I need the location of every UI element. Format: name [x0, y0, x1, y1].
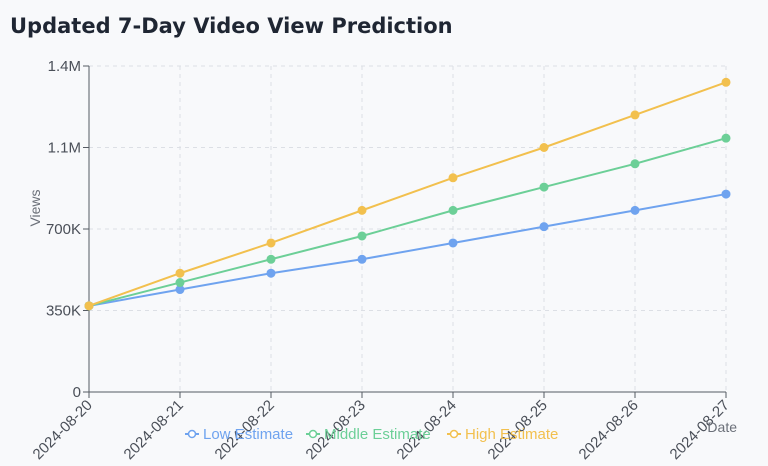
- tick-labels: 0 350K 700K 1.1M 1.4M 2024-08-20 2024-08-21 202…: [27, 58, 737, 463]
- series-line: [88, 137, 727, 307]
- legend-label: Middle Estimate: [324, 426, 431, 443]
- y-tick-label: 700K: [46, 221, 81, 238]
- chart-title: Updated 7-Day Video View Prediction: [10, 14, 453, 38]
- data-point[interactable]: [84, 301, 94, 311]
- x-tick-label: 2024-08-20: [30, 397, 96, 463]
- y-tick-label: 350K: [46, 303, 81, 320]
- data-point[interactable]: [539, 143, 549, 152]
- data-point[interactable]: [175, 285, 185, 295]
- legend-item[interactable]: High Estimate: [447, 426, 558, 443]
- legend-label: High Estimate: [465, 426, 558, 443]
- data-point[interactable]: [357, 254, 367, 264]
- legend-item[interactable]: Low Estimate: [185, 426, 293, 443]
- series-line: [88, 193, 727, 307]
- data-point[interactable]: [266, 254, 276, 264]
- legend-swatch-marker: [308, 429, 318, 439]
- y-tick-label: 1.4M: [48, 58, 81, 75]
- data-point[interactable]: [630, 159, 640, 169]
- y-tick-label: 0: [73, 384, 81, 401]
- data-point[interactable]: [630, 110, 640, 120]
- x-tick-label: 2024-08-21: [121, 397, 187, 463]
- data-point[interactable]: [266, 268, 276, 278]
- data-point[interactable]: [539, 222, 549, 232]
- legend-swatch-marker: [449, 429, 459, 439]
- axes: [83, 65, 727, 398]
- data-point[interactable]: [630, 205, 640, 215]
- data-point[interactable]: [357, 205, 367, 215]
- grid: [89, 65, 727, 392]
- data-point[interactable]: [357, 231, 367, 241]
- legend-label: Low Estimate: [203, 426, 293, 443]
- y-axis-title: Views: [27, 189, 43, 226]
- series-lines: [84, 77, 731, 311]
- data-point[interactable]: [721, 189, 731, 199]
- data-point[interactable]: [266, 238, 276, 248]
- data-point[interactable]: [721, 133, 731, 143]
- y-tick-label: 1.1M: [48, 140, 81, 157]
- legend: Low Estimate Middle Estimate High Estimate: [185, 426, 558, 443]
- data-point[interactable]: [721, 77, 731, 87]
- series-line: [88, 81, 727, 307]
- legend-item[interactable]: Middle Estimate: [306, 426, 431, 443]
- x-axis-title: Date: [707, 419, 737, 435]
- data-point[interactable]: [448, 205, 458, 215]
- legend-swatch-marker: [187, 429, 197, 439]
- data-point[interactable]: [175, 278, 185, 288]
- data-point[interactable]: [539, 182, 549, 192]
- x-tick-label: 2024-08-26: [576, 397, 642, 463]
- data-point[interactable]: [175, 268, 185, 278]
- data-point[interactable]: [448, 238, 458, 248]
- data-point[interactable]: [448, 173, 458, 183]
